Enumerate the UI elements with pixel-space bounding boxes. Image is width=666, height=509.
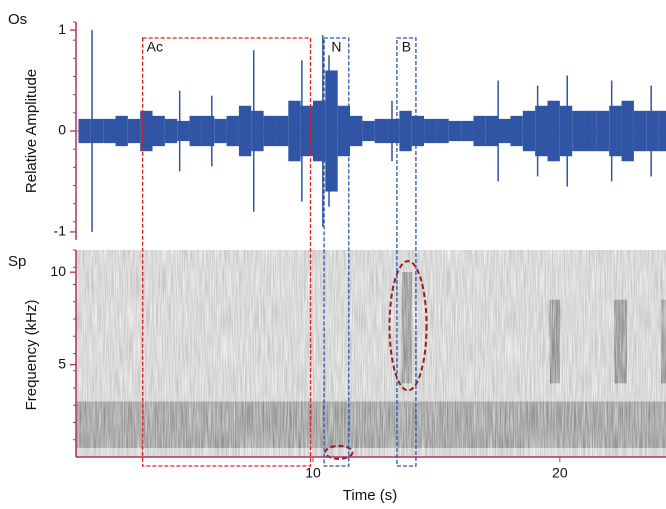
energy-region bbox=[661, 299, 666, 384]
envelope bbox=[362, 120, 375, 142]
panel-label: Os bbox=[8, 11, 27, 28]
envelope bbox=[621, 100, 634, 162]
energy-region-shade bbox=[549, 299, 560, 384]
energy-region bbox=[401, 272, 412, 384]
x-axis-label: Time (s) bbox=[343, 487, 397, 504]
envelope bbox=[572, 110, 585, 152]
envelope bbox=[559, 105, 573, 157]
envelope bbox=[424, 118, 437, 144]
envelope bbox=[584, 110, 597, 152]
envelope bbox=[103, 118, 116, 144]
highlight-ellipse bbox=[324, 444, 354, 460]
envelope bbox=[226, 115, 239, 147]
energy-region bbox=[549, 299, 560, 384]
envelope bbox=[436, 118, 449, 144]
envelope bbox=[473, 115, 486, 147]
envelope bbox=[189, 115, 202, 147]
annotation-label: B bbox=[402, 39, 411, 55]
envelope bbox=[127, 118, 141, 144]
envelope bbox=[78, 118, 91, 144]
envelope bbox=[275, 115, 289, 147]
envelope bbox=[399, 110, 412, 152]
panel-label: Sp bbox=[8, 253, 26, 270]
y-tick-label: 0 bbox=[58, 122, 66, 138]
envelope bbox=[263, 115, 276, 147]
annotation-label: N bbox=[331, 39, 341, 55]
y-tick-label: 5 bbox=[58, 355, 66, 371]
annotation-box bbox=[142, 37, 312, 467]
envelope bbox=[115, 115, 128, 147]
envelope bbox=[510, 115, 523, 147]
x-tick-label: 10 bbox=[305, 465, 321, 481]
envelope bbox=[485, 115, 499, 147]
energy-region bbox=[614, 299, 627, 384]
envelope bbox=[522, 110, 536, 152]
spectrogram-regions bbox=[76, 272, 666, 448]
y-tick-label: 10 bbox=[50, 263, 66, 279]
energy-region-shade bbox=[661, 299, 666, 384]
envelope bbox=[325, 70, 338, 192]
envelope bbox=[448, 120, 462, 142]
energy-region-shade bbox=[76, 401, 666, 448]
envelope bbox=[238, 105, 252, 157]
energy-region-shade bbox=[401, 272, 412, 384]
highlight-ellipse bbox=[388, 260, 428, 392]
envelope bbox=[547, 100, 560, 162]
y-tick-label: -1 bbox=[54, 223, 67, 239]
energy-region-shade bbox=[614, 299, 627, 384]
envelope bbox=[374, 118, 388, 144]
envelope bbox=[596, 110, 610, 152]
envelope bbox=[288, 100, 301, 162]
envelope bbox=[337, 105, 351, 157]
envelope bbox=[90, 118, 104, 144]
envelope bbox=[152, 115, 165, 147]
y-tick-label: 1 bbox=[58, 21, 66, 37]
annotation-box bbox=[396, 37, 417, 467]
envelope bbox=[214, 118, 227, 144]
envelope bbox=[633, 110, 647, 152]
y-axis-label: Frequency (kHz) bbox=[23, 300, 40, 411]
envelope bbox=[498, 118, 511, 144]
envelope bbox=[411, 115, 425, 147]
envelope bbox=[461, 120, 474, 142]
envelope bbox=[658, 110, 666, 152]
annotation-label: Ac bbox=[147, 39, 163, 55]
y-axis-label: Relative Amplitude bbox=[23, 69, 40, 193]
envelope bbox=[646, 110, 659, 152]
envelope bbox=[350, 115, 363, 147]
annotation-box bbox=[323, 37, 350, 467]
energy-region bbox=[76, 401, 666, 448]
envelope bbox=[164, 118, 178, 144]
x-tick-label: 20 bbox=[552, 465, 568, 481]
